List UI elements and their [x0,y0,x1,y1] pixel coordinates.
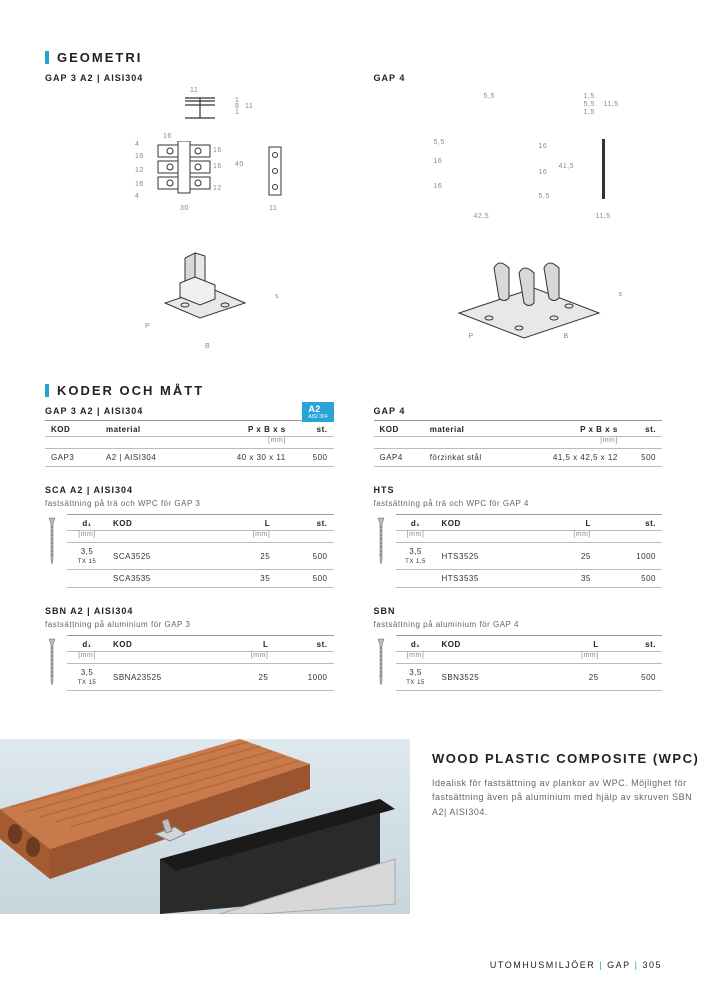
dim: 1 [235,109,239,116]
wpc-title: WOOD PLASTIC COMPOSITE (WPC) [432,751,707,766]
sbn-left-desc: fastsättning på aluminium för GAP 3 [45,620,334,629]
dim: P [145,323,150,330]
geometri-right-label: GAP 4 [374,73,663,83]
page-footer: UTOMHUSMILJÖER|GAP|305 [490,960,662,970]
sbn-left-label: SBN A2 | AISI304 [45,606,334,616]
geometri-section: GEOMETRI GAP 3 A2 | AISI304 11 1 8 1 11 [45,50,662,353]
hts-label: HTS [374,485,663,495]
hts-desc: fastsättning på trä och WPC för GAP 4 [374,499,663,508]
geometri-title: GEOMETRI [45,50,662,65]
gap3-table-label: GAP 3 A2 | AISI304 [45,406,334,416]
dim: 12 [213,185,222,192]
dim: 12 [135,167,144,174]
dim: 40 [235,161,244,168]
sca-label: SCA A2 | AISI304 [45,485,334,495]
dim: 5,5 [434,139,445,146]
dim: 11 [269,205,277,212]
wpc-photo [0,739,410,914]
dim: 16 [539,143,548,150]
dim: 30 [180,205,189,212]
gap3-side [265,143,285,203]
dim: P [469,333,474,340]
sbn-left-block: SBN A2 | AISI304 fastsättning på alumini… [45,606,334,691]
dim: 16 [434,183,443,190]
geometri-left: GAP 3 A2 | AISI304 11 1 8 1 11 [45,73,334,353]
gap3-diagram: 11 1 8 1 11 [45,93,334,353]
dim: 1,5 [584,109,595,116]
dim: 41,5 [559,163,575,170]
dim: 1,5 [584,93,595,100]
dim: 5,5 [539,193,550,200]
dim: 16 [163,133,172,140]
gap3-main-table: KOD material P x B x s st. [mm] GAP3 A2 … [45,420,334,467]
a2-badge: A2AISI 304 [302,402,333,422]
wpc-section: WOOD PLASTIC COMPOSITE (WPC) Idealisk fö… [0,739,707,914]
gap4-main-table: KOD material P x B x s st. [mm] GAP4 för… [374,420,663,467]
hts-block: HTS fastsättning på trä och WPC för GAP … [374,485,663,588]
dim: 11,5 [596,213,611,220]
dim: 42,5 [474,213,490,220]
dim: 5,5 [484,93,495,100]
dim: 4 [135,141,139,148]
dim: 16 [135,181,144,188]
geometri-left-label: GAP 3 A2 | AISI304 [45,73,334,83]
sbn-right-label: SBN [374,606,663,616]
koder-section: KODER OCH MÅTT A2AISI 304 GAP 3 A2 | AIS… [45,383,662,709]
dim: 4 [135,193,139,200]
sca-table: d₁ KOD L st. [mm][mm] 3,5TX 15 SCA3525 [67,514,334,588]
gap4-table-label: GAP 4 [374,406,663,416]
screw-icon [45,635,59,687]
koder-title: KODER OCH MÅTT [45,383,662,398]
gap3-iso [145,243,275,333]
dim: 16 [213,147,222,154]
gap3-top-profile [170,93,230,123]
sbn-right-block: SBN fastsättning på aluminium för GAP 4 … [374,606,663,691]
sbn-right-table: d₁ KOD L st. [mm][mm] 3,5TX 15 SBN3525 [396,635,663,691]
dim: 11,5 [604,101,619,108]
dim: B [205,343,210,350]
screw-icon [374,514,388,566]
dim: 16 [135,153,144,160]
sbn-right-desc: fastsättning på aluminium för GAP 4 [374,620,663,629]
dim: s [275,293,279,300]
dim: 11 [245,103,253,110]
sbn-left-table: d₁ KOD L st. [mm][mm] 3,5TX 15 SBNA23525 [67,635,334,691]
gap4-table-block: GAP 4 KOD material P x B x s st. [mm] [374,406,663,467]
sca-block: SCA A2 | AISI304 fastsättning på trä och… [45,485,334,588]
gap4-diagram: 5,5 1,5 5,5 1,5 11,5 5,5 16 16 16 16 5,5… [374,93,663,353]
dim: 16 [434,158,443,165]
dim: 5,5 [584,101,595,108]
dim: 11 [190,87,198,94]
sca-desc: fastsättning på trä och WPC för GAP 3 [45,499,334,508]
dim: 16 [539,169,548,176]
geometri-right: GAP 4 5,5 1,5 5,5 1,5 11,5 5,5 16 16 16 … [374,73,663,353]
screw-icon [374,635,388,687]
dim: B [564,333,569,340]
dim: s [619,291,623,298]
wpc-desc: Idealisk för fastsättning av plankor av … [432,776,707,819]
gap3-table-block: A2AISI 304 GAP 3 A2 | AISI304 KOD materi… [45,406,334,467]
dim: 16 [213,163,222,170]
hts-table: d₁ KOD L st. [mm][mm] 3,5TX 1,5 HTS3525 [396,514,663,588]
screw-icon [45,514,59,566]
gap4-side-line [602,139,606,199]
